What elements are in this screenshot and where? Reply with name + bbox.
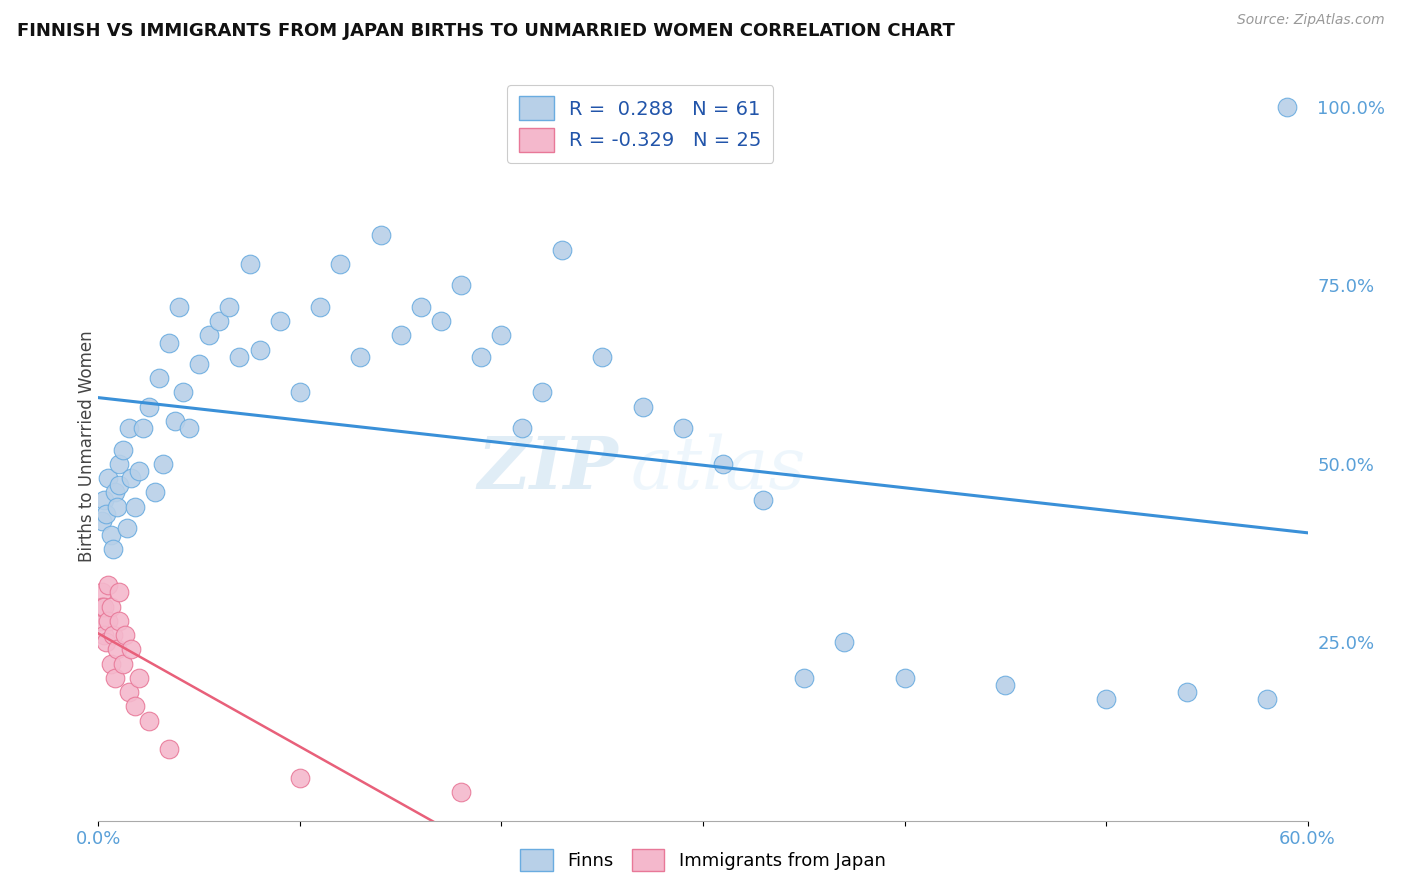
- Point: [91, 585, 114, 599]
- Point: [91, 599, 114, 614]
- Point: [309, 300, 332, 314]
- Point: [793, 671, 815, 685]
- Point: [893, 671, 915, 685]
- Point: [288, 385, 311, 400]
- Point: [93, 492, 115, 507]
- Point: [329, 257, 352, 271]
- Point: [994, 678, 1017, 692]
- Point: [491, 328, 513, 343]
- Point: [148, 371, 170, 385]
- Point: [107, 457, 129, 471]
- Legend: R =  0.288   N = 61, R = -0.329   N = 25: R = 0.288 N = 61, R = -0.329 N = 25: [508, 85, 773, 163]
- Point: [152, 457, 174, 471]
- Point: [349, 350, 371, 364]
- Point: [111, 657, 134, 671]
- Point: [118, 685, 141, 699]
- Point: [389, 328, 412, 343]
- Point: [96, 635, 118, 649]
- Point: [103, 485, 125, 500]
- Y-axis label: Births to Unmarried Women: Births to Unmarried Women: [79, 330, 96, 562]
- Point: [105, 642, 128, 657]
- Point: [107, 478, 129, 492]
- Point: [1277, 100, 1299, 114]
- Point: [172, 385, 194, 400]
- Text: ZIP: ZIP: [478, 433, 619, 504]
- Point: [198, 328, 221, 343]
- Point: [100, 528, 122, 542]
- Point: [120, 642, 142, 657]
- Point: [111, 442, 134, 457]
- Point: [288, 771, 311, 785]
- Point: [752, 492, 775, 507]
- Point: [510, 421, 533, 435]
- Point: [107, 585, 129, 599]
- Point: [163, 414, 186, 428]
- Point: [138, 714, 160, 728]
- Point: [115, 521, 138, 535]
- Point: [530, 385, 553, 400]
- Point: [591, 350, 613, 364]
- Point: [470, 350, 492, 364]
- Point: [179, 421, 201, 435]
- Point: [128, 464, 150, 478]
- Point: [103, 671, 125, 685]
- Point: [100, 657, 122, 671]
- Point: [118, 421, 141, 435]
- Point: [188, 357, 211, 371]
- Point: [1095, 692, 1118, 706]
- Point: [128, 671, 150, 685]
- Point: [370, 228, 392, 243]
- Point: [711, 457, 734, 471]
- Point: [228, 350, 250, 364]
- Point: [430, 314, 453, 328]
- Text: Source: ZipAtlas.com: Source: ZipAtlas.com: [1237, 13, 1385, 28]
- Point: [97, 614, 120, 628]
- Point: [101, 542, 124, 557]
- Point: [132, 421, 155, 435]
- Point: [409, 300, 432, 314]
- Point: [93, 628, 115, 642]
- Point: [157, 335, 180, 350]
- Text: FINNISH VS IMMIGRANTS FROM JAPAN BIRTHS TO UNMARRIED WOMEN CORRELATION CHART: FINNISH VS IMMIGRANTS FROM JAPAN BIRTHS …: [17, 22, 955, 40]
- Point: [249, 343, 271, 357]
- Point: [97, 471, 120, 485]
- Point: [120, 471, 142, 485]
- Point: [124, 500, 146, 514]
- Point: [96, 507, 118, 521]
- Point: [100, 599, 122, 614]
- Point: [551, 243, 574, 257]
- Point: [101, 628, 124, 642]
- Point: [450, 785, 472, 799]
- Point: [138, 400, 160, 414]
- Point: [124, 699, 146, 714]
- Point: [91, 514, 114, 528]
- Legend: Finns, Immigrants from Japan: Finns, Immigrants from Japan: [513, 842, 893, 879]
- Point: [631, 400, 654, 414]
- Point: [1256, 692, 1278, 706]
- Point: [239, 257, 262, 271]
- Point: [167, 300, 190, 314]
- Point: [450, 278, 472, 293]
- Point: [1175, 685, 1198, 699]
- Point: [269, 314, 291, 328]
- Point: [672, 421, 695, 435]
- Point: [157, 742, 180, 756]
- Point: [97, 578, 120, 592]
- Point: [832, 635, 855, 649]
- Point: [143, 485, 166, 500]
- Text: atlas: atlas: [630, 434, 806, 504]
- Point: [107, 614, 129, 628]
- Point: [105, 500, 128, 514]
- Point: [93, 599, 115, 614]
- Point: [114, 628, 136, 642]
- Point: [89, 614, 111, 628]
- Point: [208, 314, 231, 328]
- Point: [218, 300, 240, 314]
